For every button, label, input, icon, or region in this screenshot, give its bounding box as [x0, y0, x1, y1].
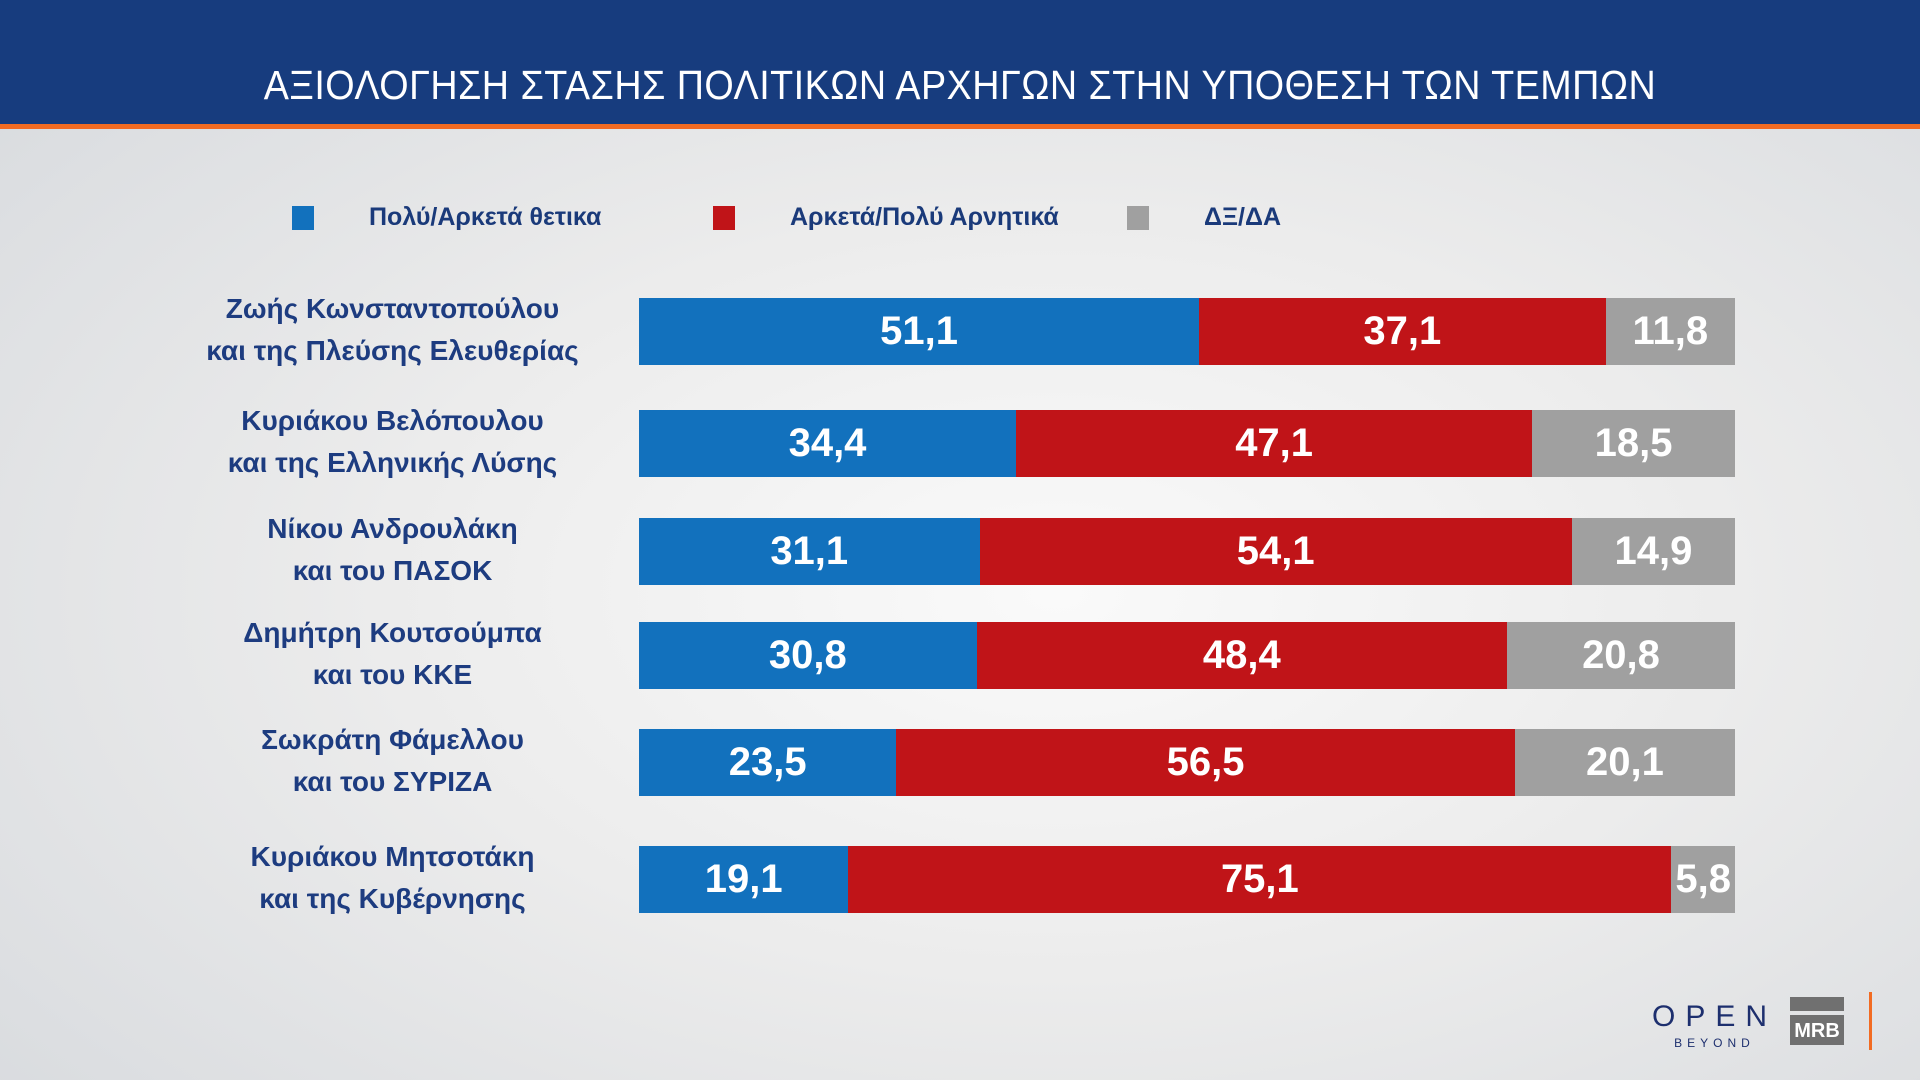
bar-segment: 54,1: [979, 518, 1572, 585]
mrb-logo: MRB: [1790, 997, 1844, 1045]
data-label: 37,1: [1363, 309, 1442, 353]
category-label-line: Κυριάκου Βελόπουλου: [241, 405, 544, 436]
data-label: 20,8: [1582, 633, 1660, 677]
data-label: 47,1: [1235, 421, 1314, 465]
legend-item: ΔΞ/ΔΑ: [1127, 203, 1281, 232]
open-logo-text: OPEN: [1652, 1000, 1778, 1033]
bar-segment: 48,4: [976, 622, 1508, 689]
bar-row: 19,1 75,1 5,8: [639, 846, 1735, 913]
category-label-line: Νίκου Ανδρουλάκη: [267, 513, 518, 544]
bar-segment: 20,1: [1514, 729, 1735, 796]
data-label: 11,8: [1632, 309, 1709, 353]
category-label-line: και της Πλεύσης Ελευθερίας: [206, 335, 579, 366]
bar-segment: 18,5: [1532, 410, 1735, 477]
category-label-line: Κυριάκου Μητσοτάκη: [250, 841, 535, 872]
data-label: 30,8: [768, 633, 847, 677]
legend-swatch: [292, 205, 314, 230]
bar-segment: 37,1: [1199, 298, 1606, 365]
data-label: 18,5: [1594, 421, 1673, 465]
bar-segment: 14,9: [1571, 518, 1735, 585]
data-label: 20,1: [1586, 740, 1664, 784]
category-label: Σωκράτη Φάμελλου και του ΣΥΡΙΖΑ: [150, 719, 635, 803]
legend-swatch: [713, 205, 735, 230]
bar-segment: 11,8: [1605, 298, 1735, 365]
data-label: 75,1: [1220, 857, 1299, 901]
open-logo-subtext: BEYOND: [1674, 1036, 1755, 1050]
category-label-line: και του ΠΑΣΟΚ: [292, 555, 493, 586]
bar-segment: 56,5: [896, 729, 1515, 796]
accent-line: [0, 124, 1920, 129]
bar-row: 31,1 54,1 14,9: [639, 518, 1735, 585]
bar-segment: 51,1: [639, 298, 1200, 365]
data-label: 31,1: [770, 529, 849, 573]
category-label-line: Σωκράτη Φάμελλου: [261, 724, 524, 755]
data-label: 48,4: [1202, 633, 1281, 677]
category-label: Νίκου Ανδρουλάκη και του ΠΑΣΟΚ: [150, 508, 635, 592]
category-label-line: και του ΚΚΕ: [312, 659, 473, 690]
bar-segment: 47,1: [1016, 410, 1533, 477]
legend-swatch: [1127, 205, 1149, 230]
legend-item: Πολύ/Αρκετά θετικα: [292, 203, 601, 232]
bar-segment: 20,8: [1507, 622, 1735, 689]
header-bar: [0, 0, 1920, 124]
bar-segment: 19,1: [639, 846, 849, 913]
category-label-line: και του ΣΥΡΙΖΑ: [292, 766, 493, 797]
bar-row: 51,1 37,1 11,8: [639, 298, 1735, 365]
data-label: 51,1: [880, 309, 958, 353]
open-logo: OPEN BEYOND: [1652, 1000, 1777, 1050]
category-label-line: Ζωής Κωνσταντοπούλου: [225, 293, 560, 324]
data-label: 56,5: [1166, 740, 1245, 784]
category-label-line: Δημήτρη Κουτσούμπα: [243, 617, 542, 648]
data-label: 34,4: [788, 421, 867, 465]
data-label: 5,8: [1675, 857, 1731, 901]
legend-label: Αρκετά/Πολύ Αρνητικά: [790, 203, 1059, 231]
chart-title: ΑΞΙΟΛΟΓΗΣΗ ΣΤΑΣΗΣ ΠΟΛΙΤΙΚΩΝ ΑΡΧΗΓΩΝ ΣΤΗΝ…: [263, 62, 1657, 108]
category-label-line: και της Ελληνικής Λύσης: [227, 447, 558, 478]
legend-item: Αρκετά/Πολύ Αρνητικά: [713, 203, 1059, 232]
bar-segment: 34,4: [639, 410, 1017, 477]
bar-segment: 30,8: [639, 622, 977, 689]
bar-segment: 75,1: [848, 846, 1672, 913]
category-label: Δημήτρη Κουτσούμπα και του ΚΚΕ: [150, 612, 635, 696]
legend-label: ΔΞ/ΔΑ: [1204, 203, 1282, 231]
bar-row: 34,4 47,1 18,5: [639, 410, 1735, 477]
mrb-logo-text: MRB: [1790, 1015, 1844, 1045]
data-label: 14,9: [1614, 529, 1693, 573]
bar-row: 30,8 48,4 20,8: [639, 622, 1735, 689]
category-label: Ζωής Κωνσταντοπούλου και της Πλεύσης Ελευ…: [150, 288, 635, 372]
bar-row: 23,5 56,5 20,1: [639, 729, 1735, 796]
bar-segment: 31,1: [639, 518, 980, 585]
divider: [1869, 992, 1872, 1050]
category-label: Κυριάκου Μητσοτάκη και της Κυβέρνησης: [150, 836, 635, 920]
data-label: 23,5: [728, 740, 807, 784]
category-label-line: και της Κυβέρνησης: [259, 883, 526, 914]
data-label: 19,1: [704, 857, 783, 901]
bar-segment: 5,8: [1671, 846, 1735, 913]
data-label: 54,1: [1236, 529, 1315, 573]
legend-label: Πολύ/Αρκετά θετικα: [369, 203, 602, 231]
bar-segment: 23,5: [639, 729, 897, 796]
category-label: Κυριάκου Βελόπουλου και της Ελληνικής Λύσ…: [150, 400, 635, 484]
